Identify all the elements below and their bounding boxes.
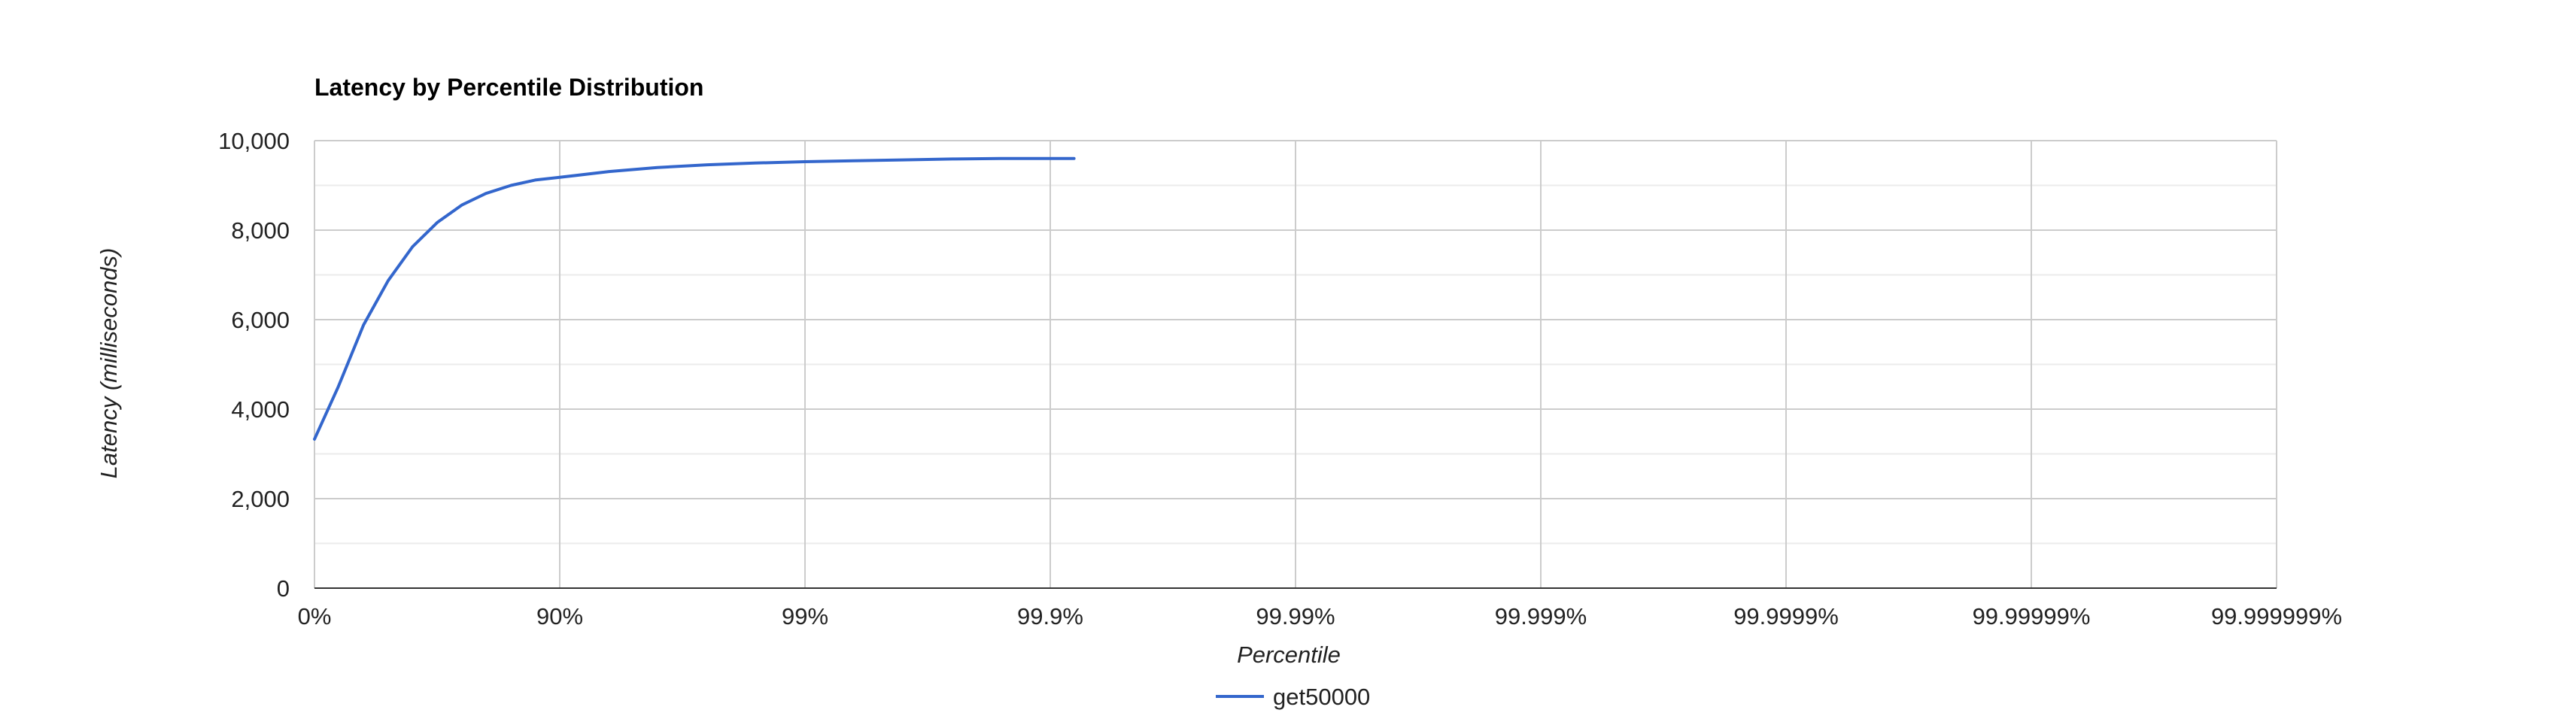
x-axis-title: Percentile [1237,642,1341,668]
y-tick-label: 6,000 [231,307,290,333]
y-axis-title: Latency (milliseconds) [96,248,122,479]
legend: get50000 [1216,684,1370,710]
x-tick-label: 99% [782,603,828,629]
grid-lines [314,140,2277,589]
y-axis-ticks: 0 2,000 4,000 6,000 8,000 10,000 [218,128,290,602]
x-tick-label: 90% [536,603,583,629]
chart-title: Latency by Percentile Distribution [314,74,703,101]
x-tick-label: 99.99999% [1973,603,2091,629]
y-tick-label: 8,000 [231,217,290,244]
x-tick-label: 0% [298,603,332,629]
y-tick-label: 2,000 [231,486,290,512]
x-tick-label: 99.9% [1017,603,1083,629]
x-tick-label: 99.9999% [1733,603,1839,629]
x-axis-ticks: 0% 90% 99% 99.9% 99.99% 99.999% 99.9999% 99.999… [298,603,2342,629]
series-layer [313,156,1076,441]
series-line-get50000 [313,156,1076,441]
x-tick-label: 99.99% [1256,603,1335,629]
y-tick-label: 0 [277,575,290,602]
legend-label: get50000 [1273,684,1370,710]
x-tick-label: 99.999% [1495,603,1587,629]
y-tick-label: 4,000 [231,396,290,423]
y-tick-label: 10,000 [218,128,290,154]
x-tick-label: 99.999999% [2211,603,2342,629]
